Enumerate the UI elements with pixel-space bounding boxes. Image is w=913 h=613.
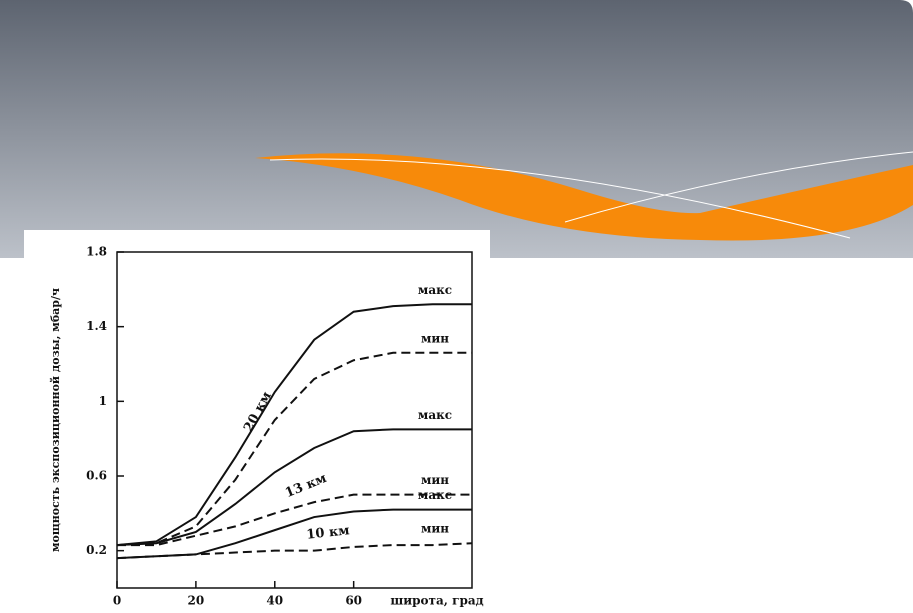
altitude-label: 10 км <box>306 523 351 542</box>
curve-label: макс <box>418 488 452 502</box>
plot-frame <box>116 251 473 589</box>
curve-label: мин <box>421 331 449 345</box>
y-tick-label: 1.4 <box>86 319 107 333</box>
y-tick-label: 1 <box>99 394 107 408</box>
series-line <box>116 542 473 560</box>
x-tick-label: 20 <box>188 594 205 608</box>
y-tick-label: 1.8 <box>86 245 107 259</box>
series-line <box>117 493 472 547</box>
swoosh-line <box>269 158 851 239</box>
x-tick-label: 60 <box>345 594 362 608</box>
y-tick-label: 0.6 <box>86 469 107 483</box>
series-line <box>116 303 472 547</box>
curve-label: макс <box>418 283 452 297</box>
y-tick-label: 0.2 <box>86 543 107 557</box>
swoosh <box>255 153 913 241</box>
curve-label: мин <box>421 473 449 487</box>
x-tick-label: 40 <box>266 594 283 608</box>
x-tick-label: 0 <box>113 594 121 608</box>
series-line <box>116 351 472 547</box>
curve-label: макс <box>418 408 452 422</box>
swoosh-line <box>564 151 913 223</box>
series-line <box>116 428 472 547</box>
y-axis-label: мощность экспозиционной дозы, мбар/ч <box>49 288 62 552</box>
x-axis-label: широта, град <box>390 594 483 608</box>
curve-label: мин <box>421 522 449 536</box>
slide-header <box>0 0 913 258</box>
